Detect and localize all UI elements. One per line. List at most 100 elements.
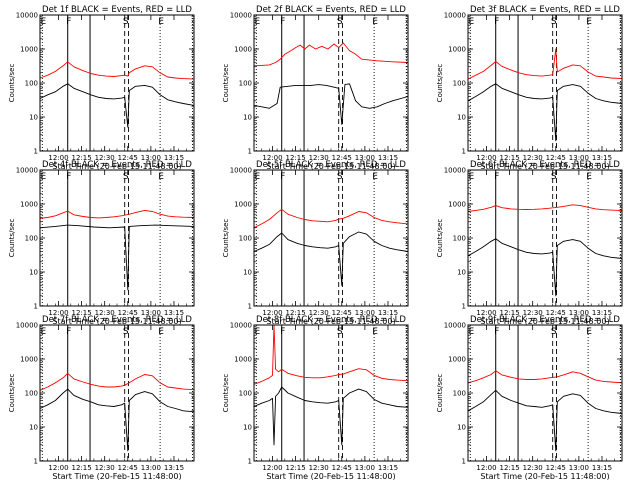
event-marker-label: E <box>158 327 164 337</box>
y-axis-label: Counts/sec <box>436 219 444 258</box>
y-tick-label: 1000 <box>234 46 252 54</box>
x-tick-label: 12:00 <box>48 154 68 162</box>
x-tick-label: 13:15 <box>164 464 184 472</box>
event-marker-label: F <box>280 172 285 182</box>
panel-6: Det 6f BLACK = Events, RED = LLD E F S E 1 10 1… <box>436 160 623 326</box>
event-marker-label: S <box>551 327 557 337</box>
x-tick-label: 12:00 <box>262 309 282 317</box>
event-marker-label: S <box>551 172 557 182</box>
x-tick-label: 12:00 <box>48 309 68 317</box>
x-tick-label: 13:15 <box>378 464 398 472</box>
y-tick-label: 100 <box>453 390 466 398</box>
x-tick-label: 13:15 <box>378 309 398 317</box>
x-tick-label: 12:15 <box>285 464 305 472</box>
y-tick-label: 10000 <box>444 12 466 20</box>
x-tick-label: 12:30 <box>95 154 115 162</box>
x-axis-label: Start Time (20-Feb-15 11:48:00) <box>480 317 609 326</box>
event-marker-label: F <box>280 17 285 27</box>
event-marker-label: F <box>280 327 285 337</box>
y-axis-label: Counts/sec <box>8 374 16 413</box>
event-marker-label: E <box>372 327 378 337</box>
x-tick-label: 12:15 <box>285 154 305 162</box>
y-tick-label: 1000 <box>20 201 38 209</box>
panel-9: Det 9f BLACK = Events, RED = LLD E F S E 1 10 1… <box>436 315 623 480</box>
y-tick-label: 10000 <box>230 12 252 20</box>
event-marker-label: F <box>494 172 499 182</box>
x-tick-label: 12:15 <box>285 309 305 317</box>
x-tick-label: 13:15 <box>592 464 612 472</box>
plot-frame <box>467 14 623 152</box>
event-marker-label: E <box>158 172 164 182</box>
y-tick-label: 1 <box>462 303 466 311</box>
y-tick-label: 10000 <box>16 167 38 175</box>
event-marker-label: E <box>586 172 592 182</box>
y-tick-label: 100 <box>239 80 252 88</box>
plot-frame <box>39 169 195 307</box>
plot-frame <box>467 169 623 307</box>
y-tick-label: 10 <box>29 424 38 432</box>
y-tick-label: 10000 <box>444 167 466 175</box>
event-marker-label: F <box>494 327 499 337</box>
x-tick-label: 12:45 <box>546 464 566 472</box>
y-tick-label: 10 <box>29 114 38 122</box>
x-tick-label: 12:45 <box>546 309 566 317</box>
x-tick-label: 12:00 <box>476 309 496 317</box>
x-tick-label: 12:30 <box>523 464 543 472</box>
events-series-line <box>253 231 409 286</box>
panel-4: Det 4f BLACK = Events, RED = LLD E F S E 1 10 1… <box>8 160 195 326</box>
plot-frame <box>467 324 623 462</box>
x-tick-label: 13:00 <box>141 154 161 162</box>
y-tick-label: 1000 <box>20 46 38 54</box>
x-tick-label: 12:30 <box>309 154 329 162</box>
event-marker-label: E <box>40 17 46 27</box>
x-tick-label: 13:00 <box>141 309 161 317</box>
lld-series-line <box>253 42 409 67</box>
event-marker-label: E <box>254 327 260 337</box>
y-axis-label: Counts/sec <box>222 219 230 258</box>
panel-title: Det 5f BLACK = Events, RED = LLD <box>256 160 406 170</box>
x-axis-label: Start Time (20-Feb-15 11:48:00) <box>480 472 609 480</box>
events-series-line <box>39 83 195 128</box>
x-tick-label: 13:00 <box>355 464 375 472</box>
x-tick-label: 12:30 <box>95 309 115 317</box>
events-series-line <box>467 238 623 297</box>
y-tick-label: 10000 <box>230 167 252 175</box>
event-marker-label: E <box>586 327 592 337</box>
x-tick-label: 12:00 <box>262 154 282 162</box>
x-tick-label: 13:15 <box>592 154 612 162</box>
y-axis-label: Counts/sec <box>8 219 16 258</box>
x-tick-label: 12:15 <box>499 464 519 472</box>
lld-series-line <box>467 204 623 212</box>
y-tick-label: 1 <box>34 458 38 466</box>
panel-title: Det 7f BLACK = Events, RED = LLD <box>42 315 192 325</box>
x-tick-label: 13:00 <box>569 309 589 317</box>
y-tick-label: 100 <box>25 390 38 398</box>
events-series-line <box>39 224 195 291</box>
y-tick-label: 1000 <box>20 356 38 364</box>
panel-title: Det 3f BLACK = Events, RED = LLD <box>470 5 620 15</box>
event-marker-label: E <box>372 17 378 27</box>
event-marker-label: E <box>40 327 46 337</box>
event-marker-label: E <box>40 172 46 182</box>
event-marker-label: E <box>158 17 164 27</box>
x-axis-label: Start Time (20-Feb-15 11:48:00) <box>266 472 395 480</box>
y-tick-label: 100 <box>239 390 252 398</box>
x-axis-label: Start Time (20-Feb-15 11:48:00) <box>52 162 181 171</box>
y-tick-label: 10 <box>29 269 38 277</box>
event-marker-label: S <box>123 327 129 337</box>
x-tick-label: 12:00 <box>476 464 496 472</box>
lld-series-line <box>39 61 195 80</box>
x-axis-label: Start Time (20-Feb-15 11:48:00) <box>266 162 395 171</box>
plot-frame <box>253 324 409 462</box>
x-tick-label: 12:00 <box>262 464 282 472</box>
panel-7: Det 7f BLACK = Events, RED = LLD E F S E 1 10 1… <box>8 315 195 480</box>
y-tick-label: 1 <box>462 148 466 156</box>
x-axis-label: Start Time (20-Feb-15 11:48:00) <box>266 317 395 326</box>
x-tick-label: 12:30 <box>95 464 115 472</box>
y-tick-label: 1 <box>248 303 252 311</box>
y-tick-label: 1000 <box>234 201 252 209</box>
panel-5: Det 5f BLACK = Events, RED = LLD E F S E 1 10 1… <box>222 160 409 326</box>
event-marker-label: E <box>586 17 592 27</box>
x-tick-label: 12:00 <box>48 464 68 472</box>
x-tick-label: 12:15 <box>499 309 519 317</box>
